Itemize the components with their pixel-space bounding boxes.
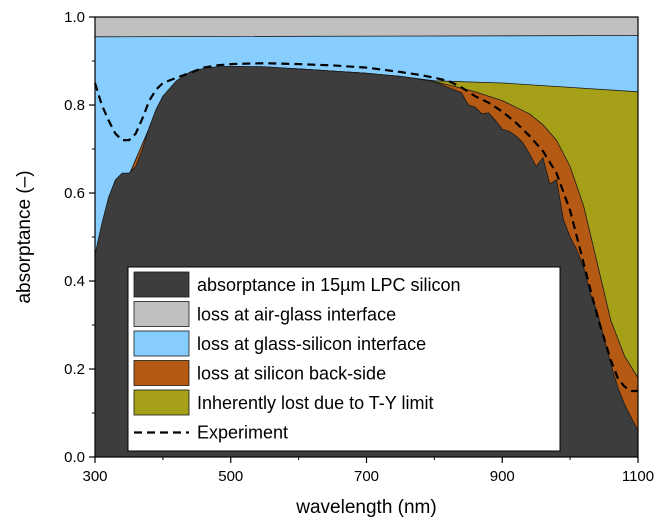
y-tick-label: 0.2 <box>64 361 85 378</box>
y-tick-label: 0.8 <box>64 97 85 114</box>
legend-label: loss at silicon back-side <box>197 364 386 384</box>
legend-label: absorptance in 15µm LPC silicon <box>197 275 461 295</box>
x-tick-label: 900 <box>490 468 515 485</box>
experiment-line-layer <box>93 62 638 393</box>
x-tick-label: 700 <box>354 468 379 485</box>
legend: absorptance in 15µm LPC silicon loss at a… <box>127 266 561 452</box>
x-tick-label: 500 <box>218 468 243 485</box>
legend-label: Inherently lost due to T-Y limit <box>197 393 433 413</box>
legend-swatch-loss-at-glass-silicon-interface <box>133 330 190 357</box>
line-experiment <box>93 62 638 393</box>
legend-box <box>127 266 561 452</box>
legend-swatch-loss-at-air-glass-interface <box>133 301 190 327</box>
legend-label: Experiment <box>197 423 288 443</box>
x-tick-label: 300 <box>82 468 107 485</box>
y-tick-label: 0.4 <box>64 273 85 290</box>
y-tick-label: 0.0 <box>64 449 85 466</box>
y-tick-label: 0.6 <box>64 185 85 202</box>
y-axis-label: absorptance (–) <box>14 170 35 303</box>
legend-swatch-inherently-lost-due-to-t-y-limit <box>133 389 190 416</box>
tick-labels: 300 500 700 900 1100 0.0 0.2 0.4 0.6 0.8 1.0 <box>64 9 654 485</box>
legend-swatch-absorptance-in-15-m-lpc-silicon <box>133 271 190 298</box>
legend-label: loss at air-glass interface <box>197 305 396 325</box>
axes <box>89 16 639 463</box>
legend-swatch-loss-at-silicon-back-side <box>133 360 190 386</box>
x-axis-label: wavelength (nm) <box>295 497 436 518</box>
y-tick-label: 1.0 <box>64 9 85 26</box>
x-tick-label: 1100 <box>622 468 654 485</box>
legend-label: loss at glass-silicon interface <box>197 334 426 354</box>
